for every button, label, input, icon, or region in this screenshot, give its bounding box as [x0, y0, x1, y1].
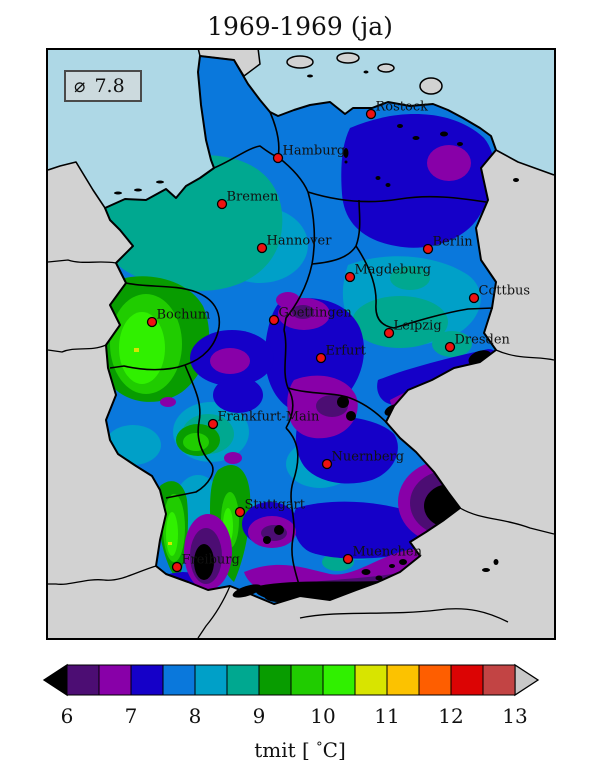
colorbar-axis-label: tmit [ °C] [254, 738, 346, 762]
colorbar-over-arrow [514, 663, 540, 697]
city-marker [216, 198, 228, 210]
city-marker [383, 327, 395, 339]
colorbar-segment [418, 664, 452, 696]
state-borders [109, 111, 494, 593]
city-label: Stuttgart [245, 498, 306, 513]
city-label: Goettingen [279, 306, 353, 321]
city-marker [321, 458, 333, 470]
colorbar-segment [258, 664, 292, 696]
colorbar-tick-label: 9 [253, 704, 266, 728]
colorbar-tick-label: 8 [189, 704, 202, 728]
colorbar-segment [322, 664, 356, 696]
city-label: Nuernberg [332, 450, 405, 465]
colorbar-segment [450, 664, 484, 696]
mean-value-box: ⌀ 7.8 [64, 70, 142, 102]
city-marker [422, 243, 434, 255]
city-marker [342, 553, 354, 565]
coastline [48, 149, 554, 209]
city-label: Hamburg [283, 144, 346, 159]
colorbar-under-arrow [42, 663, 68, 697]
city-label: Bochum [157, 308, 211, 323]
germany-border [104, 55, 497, 605]
map-plot-area: Rostock Hamburg Bremen Hannover Berlin Magdeb… [46, 48, 556, 640]
colorbar-segment [386, 664, 420, 696]
colorbar-segment [354, 664, 388, 696]
colorbar-tick-label: 7 [125, 704, 138, 728]
colorbar-svg: 6 7 8 9 10 11 12 13 tmit [ °C] [42, 663, 540, 762]
city-label: Freiburg [182, 553, 240, 568]
mean-symbol: ⌀ [74, 75, 86, 97]
city-label: Leipzig [394, 319, 442, 334]
city-label: Dresden [455, 333, 511, 348]
city-label: Berlin [433, 235, 474, 250]
colorbar-tick-label: 12 [438, 704, 463, 728]
city-marker [468, 292, 480, 304]
mean-value: 7.8 [94, 75, 125, 97]
city-marker [272, 152, 284, 164]
city-label: Erfurt [326, 344, 367, 359]
colorbar-tick-label: 11 [374, 704, 399, 728]
city-marker [315, 352, 327, 364]
colorbar-segment [482, 664, 516, 696]
city-marker [268, 314, 280, 326]
colorbar-segment [194, 664, 228, 696]
colorbar-segment [226, 664, 260, 696]
colorbar: 6 7 8 9 10 11 12 13 tmit [ °C] [0, 650, 600, 780]
colorbar-segment [162, 664, 196, 696]
cities-layer: Rostock Hamburg Bremen Hannover BerlinMagdeb… [146, 100, 531, 573]
city-marker [207, 418, 219, 430]
city-marker [256, 242, 268, 254]
city-label: Magdeburg [355, 263, 432, 278]
city-marker [171, 561, 183, 573]
city-label: Hannover [267, 234, 333, 249]
colorbar-segment [66, 664, 100, 696]
colorbar-tick-label: 6 [61, 704, 74, 728]
city-marker [234, 506, 246, 518]
city-label: Bremen [227, 190, 279, 205]
colorbar-segment [98, 664, 132, 696]
colorbar-segment [130, 664, 164, 696]
city-marker [365, 108, 377, 120]
colorbar-tick-label: 10 [310, 704, 335, 728]
city-marker [146, 316, 158, 328]
baltic-islands [286, 52, 443, 95]
city-label: Frankfurt-Main [218, 410, 320, 425]
foreign-borders [48, 259, 554, 638]
city-marker [344, 271, 356, 283]
city-marker [444, 341, 456, 353]
lakes [114, 70, 519, 598]
plot-title: 1969-1969 (ja) [207, 12, 393, 41]
colorbar-tick-label: 13 [502, 704, 527, 728]
city-label: Cottbus [479, 284, 531, 299]
colorbar-segment [290, 664, 324, 696]
city-label: Rostock [376, 100, 429, 115]
city-label: Muenchen [353, 545, 423, 560]
germany-temperature-map: Rostock Hamburg Bremen Hannover BerlinMagdeb… [48, 50, 554, 638]
